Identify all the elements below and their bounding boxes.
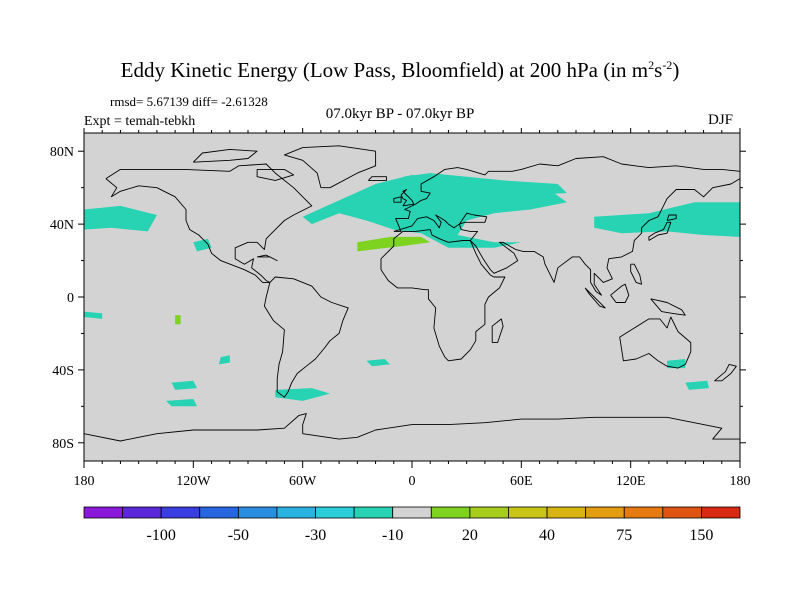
negative-anomaly-region [193,238,212,252]
coastline [393,196,402,203]
colorbar-label: -30 [305,527,326,544]
rmsd-diff-stats: rmsd= 5.67139 diff= -2.61328 [110,94,268,109]
positive-anomaly-region [175,315,181,325]
colorbar-box [237,506,278,519]
y-tick-label: 80N [50,145,74,160]
colorbar-box [392,506,432,519]
coastline [84,413,740,442]
coastline [380,229,506,362]
y-tick-label: 40S [52,364,74,379]
coastline [491,318,504,344]
y-tick-label: 40N [50,218,74,233]
x-axis: 180 120W 60W 0 60E 120E 180 [74,128,751,489]
coastline [283,145,377,189]
coastline [619,316,692,369]
coastline [257,254,278,262]
coastline [714,363,737,382]
colorbar-label: 150 [689,527,713,544]
colorbar-box [315,506,355,519]
negative-anomaly-region [171,380,197,390]
colorbar-box [276,506,316,519]
colorbar-box [662,506,702,519]
season-label: DJF [708,112,734,128]
colorbar-box [585,506,625,519]
colorbar-box [469,506,509,519]
coastline [105,163,313,283]
colorbar-box [83,506,123,519]
negative-anomaly-region [685,380,709,390]
colorbar-label: 40 [539,527,555,544]
coastline [584,287,606,309]
chart-title: Eddy Kinetic Energy (Low Pass, Bloomfiel… [120,58,680,82]
y-axis: 80N 40N 0 40S 80S [50,145,746,452]
negative-anomaly-region [402,173,567,195]
negative-anomaly-region [84,205,157,232]
x-tick-label: 0 [409,474,416,489]
coastline [610,283,630,303]
colorbar-box [160,506,201,519]
negative-anomaly-region [166,399,197,407]
negative-anomaly-region [366,359,391,367]
coastline [367,176,387,181]
coastline [630,263,643,285]
coastline [256,168,295,181]
colorbar-label: -10 [382,527,403,544]
colorbar-box [122,506,162,519]
colorbar-box [546,506,587,519]
x-tick-label: 60W [289,474,317,489]
x-tick-label: 120W [176,474,211,489]
colorbar-label: 20 [462,527,478,544]
colorbar-label: 75 [616,527,632,544]
colorbar-box [199,506,239,519]
negative-anomaly-region [218,355,230,365]
colorbar-box [430,506,471,519]
negative-anomaly-region [667,359,686,369]
colorbar-box [353,506,394,519]
experiment-label: Expt = temah-tebkh [84,114,196,129]
coastlines [84,145,740,442]
time-period-label: 07.0kyr BP - 07.0kyr BP [325,106,475,122]
x-tick-label: 120E [616,474,646,489]
coastline [192,148,258,163]
colorbar-box [701,506,741,519]
coastline [263,276,349,398]
colorbar: -100 -50 -30 -10 20 40 75 150 [83,506,741,544]
colorbar-box [623,506,664,519]
colorbar-label: -50 [228,527,249,544]
x-tick-label: 180 [730,474,751,489]
coastline [666,214,677,221]
colorbar-box [508,506,548,519]
y-tick-label: 80S [52,437,74,452]
negative-anomaly-region [275,388,330,401]
coastline [650,298,686,316]
x-tick-label: 180 [74,474,95,489]
negative-anomaly-region [84,311,103,319]
coastline [393,156,740,296]
coastline [400,189,415,207]
x-tick-label: 60E [510,474,533,489]
coastline [648,221,672,241]
y-tick-label: 0 [67,291,74,306]
colorbar-label: -100 [147,527,176,544]
